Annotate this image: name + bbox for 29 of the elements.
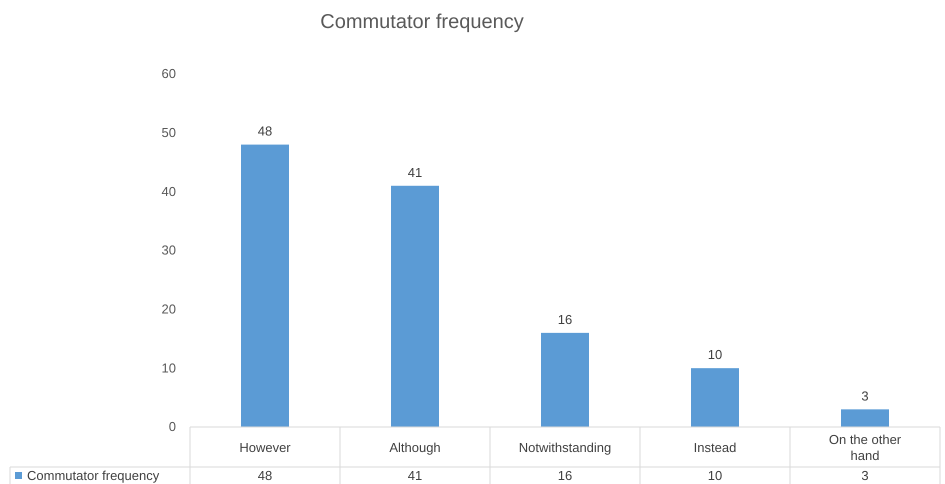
bar [841,409,889,427]
y-tick-label: 20 [162,301,176,316]
legend-label: Commutator frequency [27,468,160,483]
annotation: 10 [708,347,722,362]
data-label: 3 [861,468,869,483]
bar [241,144,289,427]
x-tick-label: Although [389,440,441,455]
data-label: 48 [258,468,272,483]
annotation: 3 [861,388,869,404]
y-tick-label: 30 [162,242,176,258]
y-tick-label: 0 [168,419,176,434]
annotation: 41 [408,164,422,180]
y-tick-label: 50 [162,124,176,140]
x-tick-label: However [239,440,292,455]
data-label: 16 [558,468,572,483]
y-tick-label: 60 [162,66,176,82]
annotation: 48 [258,124,272,139]
bar [691,368,739,427]
annotation: 16 [558,312,572,327]
bar [541,332,589,427]
y-tick-label: 10 [162,360,176,376]
chart-title: Commutator frequency [320,11,524,33]
x-tick-label: Instead [694,440,736,455]
bar [391,186,439,427]
data-label: 10 [708,468,722,483]
x-tick-label: Notwithstanding [518,440,612,455]
data-label: 41 [408,468,422,483]
y-tick-label: 40 [162,184,176,199]
x-tick-label: On the other hand [828,432,902,463]
